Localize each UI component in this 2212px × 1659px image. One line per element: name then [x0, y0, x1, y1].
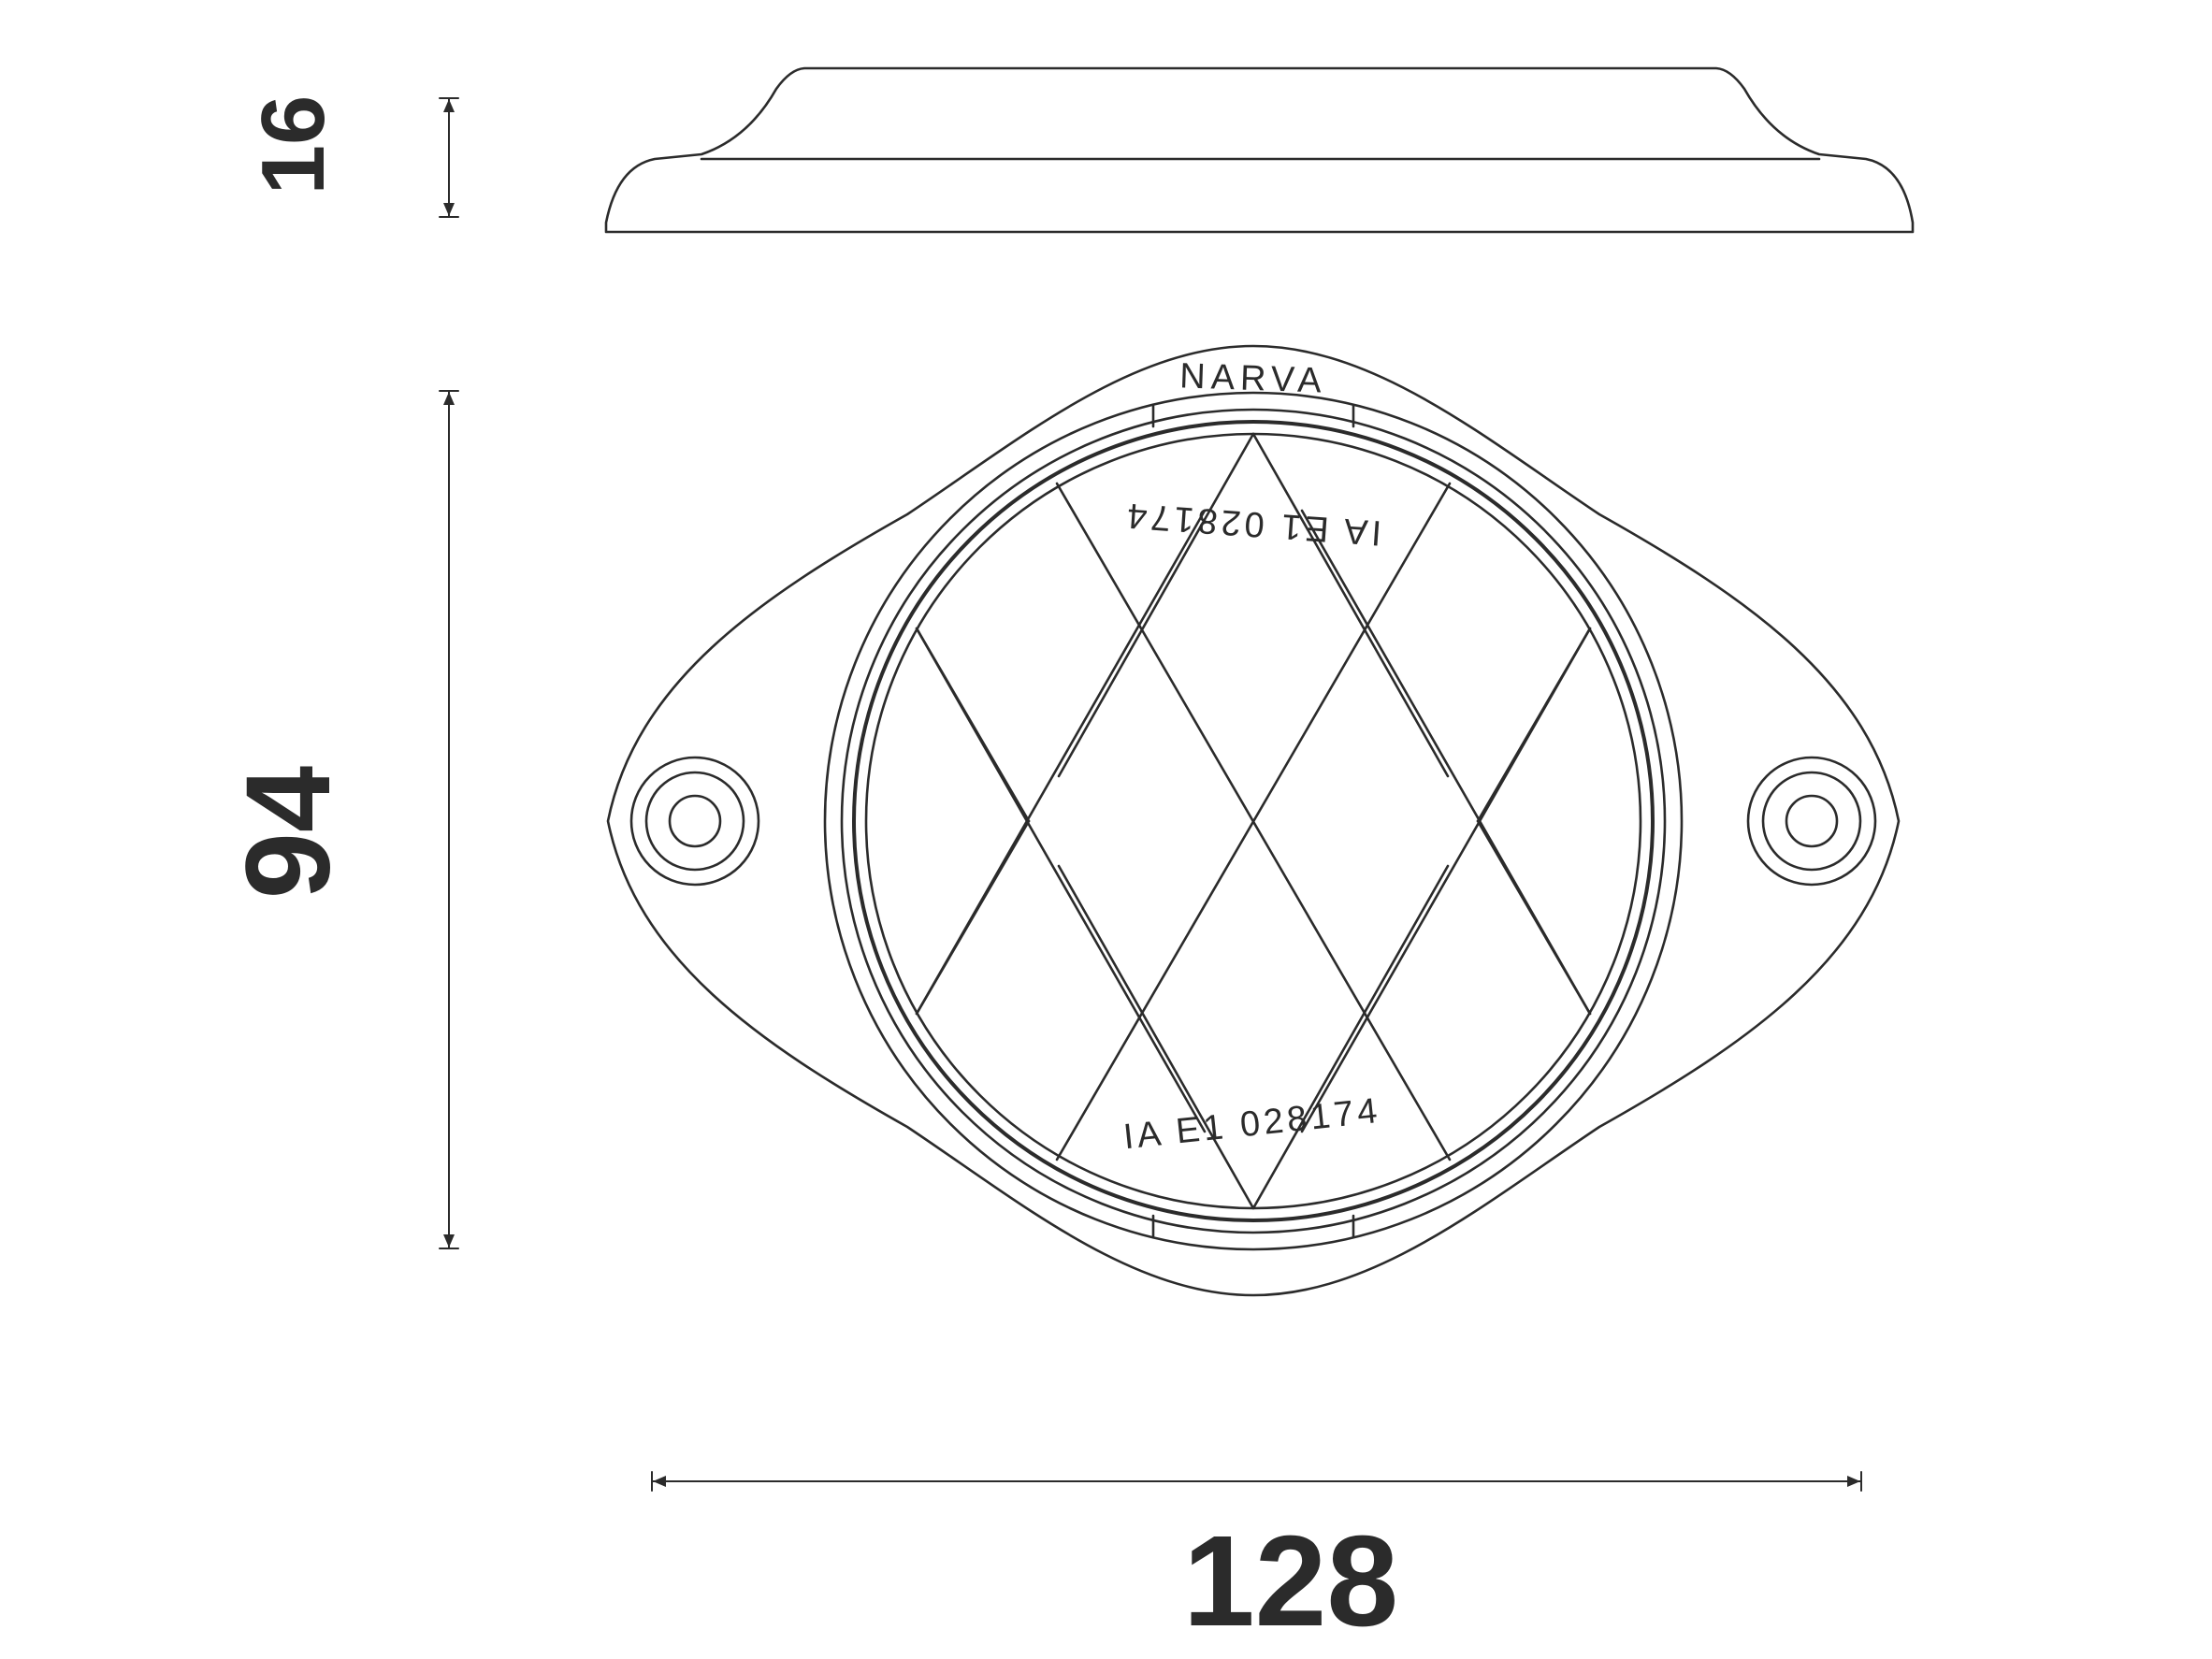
lens-rim-ring — [840, 408, 1667, 1234]
width-dimension: 128 — [651, 1471, 1862, 1653]
lattice-line — [1476, 819, 1592, 1016]
lattice-line — [1057, 432, 1255, 778]
side-view — [604, 66, 1915, 234]
right-hole — [1785, 794, 1839, 848]
height-dimension-arrow-bottom — [443, 203, 455, 216]
length-dimension-label: 94 — [222, 766, 355, 899]
lattice-line — [1055, 482, 1452, 1161]
width-dimension-arrow-left — [653, 1476, 666, 1487]
left-hole-outer-ring — [629, 756, 760, 887]
right-hole-outer-ring — [1746, 756, 1877, 887]
side-view-top-profile — [604, 66, 1915, 234]
front-view: NARVA IA E1 028174 IA E1 028174 — [606, 344, 1901, 1297]
approval-code-bottom: IA E1 028174 — [1121, 1091, 1382, 1158]
right-mounting-hole — [1746, 756, 1877, 887]
lattice-line — [915, 819, 1031, 1016]
right-hole-middle-ring — [1761, 771, 1862, 872]
approval-code-top: IA E1 028174 — [1122, 495, 1382, 552]
length-dimension: 94 — [222, 390, 459, 1249]
width-dimension-arrow-right — [1847, 1476, 1860, 1487]
length-dimension-arrow-bottom — [443, 1234, 455, 1248]
front-view-body-outline — [606, 344, 1901, 1297]
left-hole-middle-ring — [644, 771, 745, 872]
lattice-line — [915, 627, 1031, 823]
height-dimension: 16 — [243, 95, 459, 218]
height-dimension-arrow-top — [443, 99, 455, 112]
lattice-line — [1057, 864, 1255, 1210]
height-dimension-label: 16 — [243, 95, 343, 195]
lattice-line — [1251, 432, 1450, 778]
lens-outer-rim — [823, 391, 1684, 1251]
lattice-line — [1476, 627, 1592, 823]
length-dimension-arrow-top — [443, 392, 455, 405]
lattice-line — [1251, 864, 1450, 1210]
left-mounting-hole — [629, 756, 760, 887]
width-dimension-label: 128 — [1183, 1509, 1398, 1653]
lens-rim-bold-ring — [852, 420, 1655, 1222]
brand-marking: NARVA — [1179, 356, 1328, 400]
left-hole — [668, 794, 722, 848]
lens-diamond-pattern — [915, 432, 1592, 1210]
